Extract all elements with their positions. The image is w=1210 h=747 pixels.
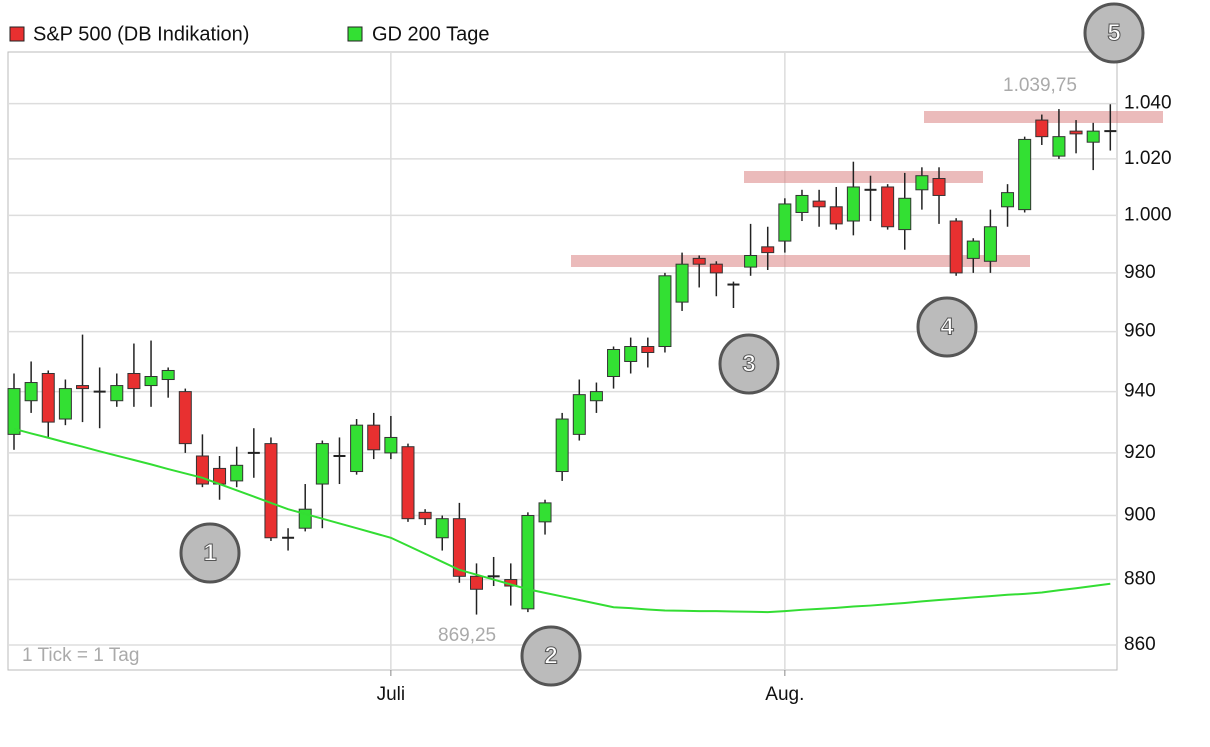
tick-note: 1 Tick = 1 Tag	[22, 645, 139, 666]
candle-body	[7, 388, 21, 435]
x-tick-label: Aug.	[765, 684, 804, 705]
x-tick-label: Juli	[377, 684, 406, 705]
candle-body	[966, 240, 980, 259]
legend-label: S&P 500 (DB Indikation)	[33, 23, 249, 45]
candle-body	[778, 203, 792, 242]
candle-body	[607, 348, 621, 378]
y-tick-label: 960	[1124, 321, 1156, 342]
candle-body	[641, 346, 655, 353]
candle-body	[315, 443, 329, 485]
marker-label: 3	[742, 350, 755, 377]
candle-body	[983, 226, 997, 262]
candle-body	[761, 246, 775, 254]
candle-body	[692, 257, 706, 265]
candle-body	[949, 220, 963, 274]
candle-body	[178, 391, 192, 445]
low-annotation: 869,25	[438, 625, 496, 646]
marker-circle	[1083, 2, 1145, 64]
y-tick-label: 900	[1124, 505, 1156, 526]
y-tick-label: 860	[1124, 634, 1156, 655]
candle-body	[1052, 136, 1066, 157]
candle-body	[1086, 130, 1100, 143]
y-tick-label: 1.020	[1124, 148, 1172, 169]
y-tick-label: 940	[1124, 381, 1156, 402]
candle-body	[41, 372, 55, 423]
legend-swatch	[9, 26, 25, 42]
moving-average-line	[13, 427, 1111, 614]
candle-body	[58, 388, 72, 420]
candle-body	[144, 376, 158, 387]
plot-area	[7, 51, 1118, 671]
candle-body	[675, 263, 689, 303]
candle-body	[367, 424, 381, 451]
y-tick-label: 880	[1124, 569, 1156, 590]
candle-body	[709, 263, 723, 274]
marker-circle	[916, 296, 978, 358]
candle-body	[384, 436, 398, 454]
candle-body	[435, 518, 449, 539]
resistance-band	[924, 111, 1163, 123]
candle-body	[418, 511, 432, 520]
candle-body	[76, 385, 90, 390]
candle-body	[658, 275, 672, 348]
y-tick-label: 1.000	[1124, 204, 1172, 225]
candle-body	[161, 369, 175, 381]
marker-label: 5	[1107, 19, 1120, 46]
marker-circle	[520, 625, 582, 687]
candle-body	[538, 502, 552, 523]
candle-body	[898, 197, 912, 231]
candle-body	[589, 391, 603, 402]
resistance-band	[744, 171, 983, 183]
candle-body	[521, 515, 535, 610]
candle-body	[915, 175, 929, 191]
candle-body	[624, 346, 638, 362]
candle-body	[846, 186, 860, 222]
candle-body	[1069, 130, 1083, 135]
candle-body	[555, 418, 569, 473]
legend-label: GD 200 Tage	[372, 23, 490, 45]
candle-body	[1001, 192, 1015, 208]
candle-body	[452, 518, 466, 577]
candle-body	[829, 206, 843, 225]
candle-body	[401, 446, 415, 520]
candle-body	[1035, 119, 1049, 138]
candle-body	[744, 254, 758, 268]
candle-body	[795, 194, 809, 213]
high-annotation: 1.039,75	[1003, 75, 1077, 96]
candle-body	[350, 424, 364, 473]
candle-body	[230, 464, 244, 482]
marker-circle	[718, 333, 780, 395]
candle-body	[812, 200, 826, 208]
candle-body	[127, 372, 141, 390]
candle-body	[572, 394, 586, 435]
candle-body	[24, 382, 38, 402]
legend-swatch	[347, 26, 363, 42]
candle-body	[881, 186, 895, 228]
candle-body	[110, 385, 124, 402]
candle-body	[470, 575, 484, 590]
marker-label: 2	[544, 642, 557, 669]
candle-body	[932, 178, 946, 196]
y-tick-label: 980	[1124, 262, 1156, 283]
y-tick-label: 1.040	[1124, 93, 1172, 114]
marker-label: 4	[940, 313, 954, 340]
y-tick-label: 920	[1124, 442, 1156, 463]
marker-circle	[179, 522, 241, 584]
marker-label: 1	[203, 539, 216, 566]
candle-body	[1018, 138, 1032, 211]
candle-body	[264, 443, 278, 539]
